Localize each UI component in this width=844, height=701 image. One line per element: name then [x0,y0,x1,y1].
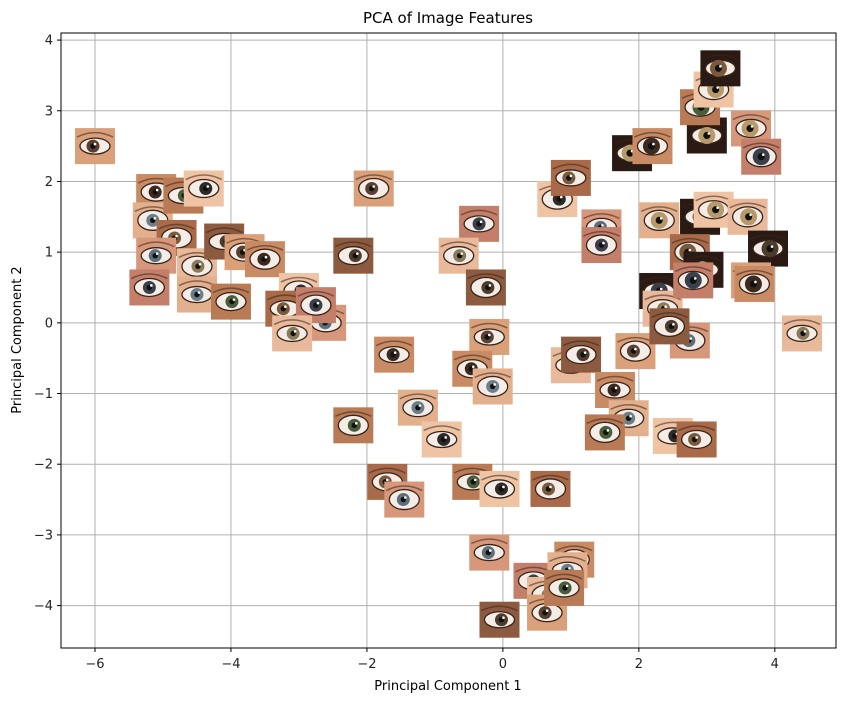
eye-thumbnail-point [244,241,285,278]
eye-thumbnail-point [782,315,823,352]
x-axis-label: Principal Component 1 [374,679,521,694]
y-tick-label: 1 [45,246,53,261]
eye-thumbnail-point [676,421,717,458]
eye-thumbnail-point [210,283,251,320]
eye-thumbnail-point [700,50,741,87]
eye-thumbnail-point [479,470,520,507]
eye-thumbnail-point [639,202,680,239]
eye-thumbnail-point [295,287,336,324]
eye-thumbnail-point [136,237,177,274]
eye-thumbnail-point [581,227,622,264]
eye-thumbnail-point [469,318,510,355]
eye-thumbnail-point [397,389,438,426]
y-tick-label: −4 [34,599,53,614]
eye-thumbnail-point [129,269,170,306]
y-axis-label: Principal Component 2 [10,266,25,413]
eye-thumbnail-point [333,407,374,444]
x-tick-label: 0 [499,657,507,672]
eye-thumbnail-point [734,265,775,302]
eye-thumbnail-point [472,368,513,405]
y-tick-label: 4 [45,34,53,49]
eye-thumbnail-point [333,237,374,274]
eye-thumbnail-point [479,601,520,638]
x-tick-label: −6 [85,657,104,672]
eye-thumbnail-point [459,205,500,242]
eye-thumbnail-point [748,230,789,267]
y-tick-label: 2 [45,175,53,190]
eye-thumbnail-point [584,414,625,451]
eye-thumbnail-point [550,159,591,196]
y-axis-ticks: −4 −3 −2 −1 0 1 2 3 4 [34,34,61,614]
x-axis-ticks: −6 −4 −2 0 2 4 [85,648,779,672]
y-tick-label: 0 [45,316,53,331]
y-tick-label: −2 [34,458,53,473]
eye-thumbnail-point [384,481,425,518]
eye-thumbnail-point [176,276,217,313]
chart-title: PCA of Image Features [363,9,533,27]
eye-thumbnail-point [673,262,714,299]
eye-thumbnail-point [374,336,415,373]
x-tick-label: 4 [771,657,779,672]
eye-thumbnail-point [561,336,602,373]
eye-thumbnail-point [649,308,690,345]
y-tick-label: 3 [45,104,53,119]
eye-thumbnail-point [741,138,782,175]
x-tick-label: −4 [221,657,240,672]
y-tick-label: −1 [34,387,53,402]
x-tick-label: −2 [357,657,376,672]
data-points [74,50,823,638]
eye-thumbnail-point [693,191,734,228]
eye-thumbnail-point [353,170,394,207]
eye-thumbnail-point [632,128,673,165]
eye-thumbnail-point [74,128,115,165]
eye-thumbnail-point [727,198,768,235]
eye-thumbnail-point [544,569,585,606]
eye-thumbnail-point [438,237,479,274]
eye-thumbnail-point [469,534,510,571]
eye-thumbnail-point [615,333,656,370]
eye-thumbnail-point [272,315,313,352]
eye-thumbnail-point [530,470,571,507]
eye-thumbnail-point [465,269,506,306]
y-tick-label: −3 [34,528,53,543]
eye-thumbnail-point [183,170,224,207]
eye-thumbnail-point [421,421,462,458]
x-tick-label: 2 [635,657,643,672]
plot-frame [60,32,837,649]
